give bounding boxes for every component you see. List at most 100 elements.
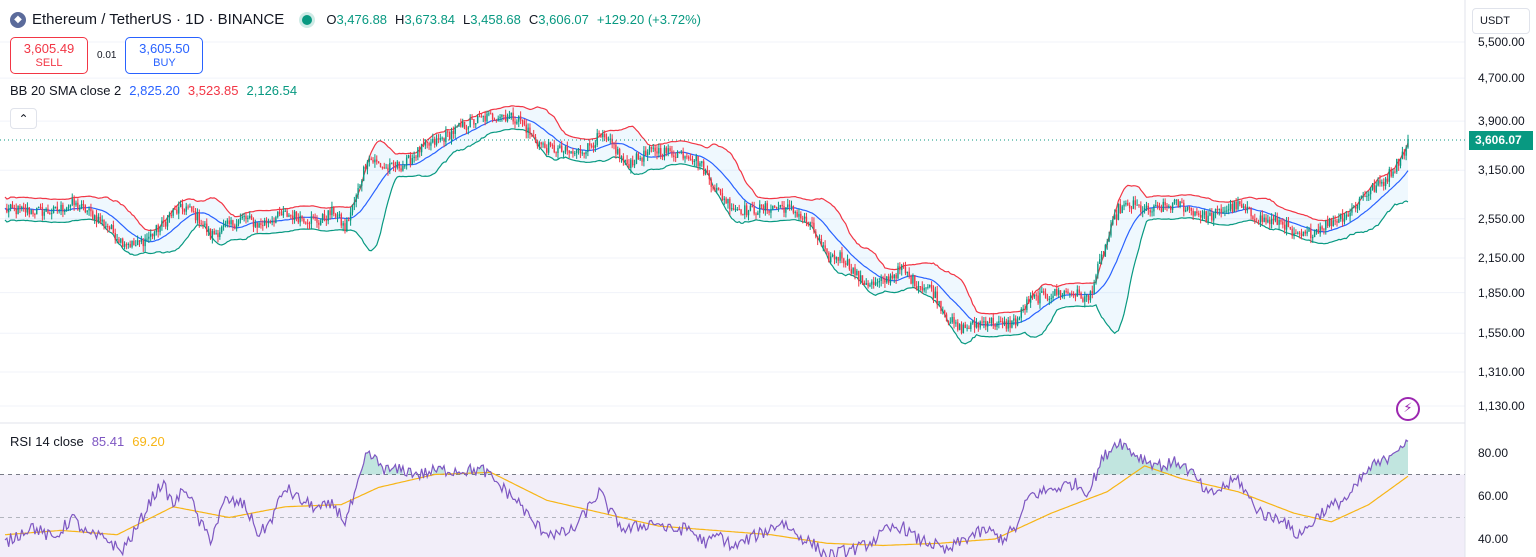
candle-body	[293, 211, 296, 220]
candle-body	[1360, 196, 1362, 199]
lightning-icon[interactable]: ⚡	[1396, 397, 1420, 421]
candle-body	[932, 288, 935, 298]
candle-body	[428, 142, 430, 146]
candle-body	[1119, 203, 1122, 214]
candle-body	[150, 233, 152, 237]
candle-body	[164, 221, 167, 227]
bollinger-upper-line	[4, 105, 1409, 315]
collapse-legend-button[interactable]: ⌃	[10, 108, 37, 129]
candle-body	[1272, 218, 1275, 221]
candle-body	[62, 204, 64, 212]
candle-body	[719, 189, 722, 194]
bb-label: BB 20 SMA close 2	[10, 83, 122, 98]
candle-body	[880, 277, 882, 282]
bollinger-band-fill	[5, 105, 1408, 344]
candle-body	[934, 291, 937, 298]
sell-button[interactable]: 3,605.49 SELL	[10, 37, 88, 74]
candle-body	[1048, 298, 1051, 300]
candle-body	[1218, 208, 1221, 210]
candle-body	[396, 161, 399, 168]
candle-body	[501, 114, 503, 117]
candle-body	[626, 159, 628, 164]
candle-body	[1201, 214, 1204, 218]
candle-body	[816, 236, 819, 240]
candle-body	[1097, 263, 1099, 276]
candle-body	[108, 227, 111, 230]
candle-body	[112, 225, 115, 233]
candle-body	[1188, 207, 1191, 209]
candle-body	[1140, 205, 1142, 213]
candle-body	[370, 158, 372, 161]
candle-body	[207, 228, 210, 233]
candle-body	[691, 159, 694, 162]
candle-body	[904, 267, 907, 274]
candle-body	[1334, 220, 1336, 222]
bb-basis-value: 2,825.20	[129, 83, 180, 98]
candle-body	[101, 219, 103, 222]
candle-body	[1160, 208, 1163, 212]
candle-body	[1112, 219, 1114, 225]
candle-body	[136, 240, 139, 246]
candle-body	[547, 142, 550, 153]
candle-body	[876, 282, 879, 284]
candle-body	[381, 167, 384, 169]
candle-body	[58, 210, 60, 212]
currency-selector[interactable]: USDT	[1472, 8, 1530, 34]
candle-body	[858, 270, 860, 282]
candle-body	[1024, 308, 1026, 310]
candle-body	[172, 209, 174, 216]
candle-body	[415, 156, 417, 158]
rsi-legend[interactable]: RSI 14 close 85.41 69.20	[10, 434, 165, 449]
candle-body	[417, 147, 419, 158]
candle-body	[837, 257, 839, 261]
rsi-line	[4, 438, 1409, 557]
candle-body	[372, 160, 374, 163]
candle-body	[1093, 283, 1095, 294]
candle-body	[1269, 219, 1271, 225]
candle-body	[1319, 226, 1321, 234]
candle-body	[202, 224, 204, 226]
candle-body	[768, 210, 770, 213]
candle-body	[747, 210, 750, 216]
candle-body	[1222, 211, 1224, 213]
price-tick-label: 2,150.00	[1478, 251, 1525, 266]
candle-body	[714, 188, 716, 191]
rsi-overbought-fill	[1097, 438, 1186, 475]
candle-body	[945, 314, 948, 322]
symbol-title[interactable]: Ethereum / TetherUS · 1D · BINANCE	[32, 11, 285, 28]
candle-body	[1358, 198, 1361, 206]
open-value: 3,476.88	[336, 12, 388, 27]
candle-body	[258, 223, 260, 228]
candle-body	[843, 258, 845, 264]
candle-body	[828, 252, 830, 263]
candle-body	[1397, 158, 1400, 166]
candle-body	[553, 145, 555, 153]
candle-body	[1071, 293, 1073, 295]
candle-body	[282, 211, 285, 216]
candle-body	[454, 126, 456, 134]
buy-button[interactable]: 3,605.50 BUY	[125, 37, 204, 74]
candle-body	[1074, 295, 1077, 297]
candle-body	[1199, 215, 1202, 218]
candle-body	[693, 160, 696, 162]
candle-body	[376, 159, 378, 162]
candle-body	[1013, 318, 1015, 321]
candle-body	[191, 206, 193, 212]
candle-body	[813, 222, 815, 232]
candle-body	[336, 215, 339, 217]
candle-body	[574, 153, 576, 155]
high-key: H	[395, 12, 405, 27]
candle-body	[325, 219, 328, 221]
candle-body	[424, 141, 427, 146]
candle-body	[669, 148, 671, 151]
candle-body	[645, 150, 647, 156]
candle-body	[704, 169, 707, 175]
candle-body	[306, 222, 309, 224]
bollinger-legend[interactable]: BB 20 SMA close 2 2,825.20 3,523.85 2,12…	[10, 83, 297, 98]
candle-body	[230, 220, 232, 225]
candle-body	[575, 149, 578, 154]
candle-body	[1274, 216, 1277, 221]
candle-body	[936, 291, 938, 305]
candle-body	[633, 164, 636, 166]
